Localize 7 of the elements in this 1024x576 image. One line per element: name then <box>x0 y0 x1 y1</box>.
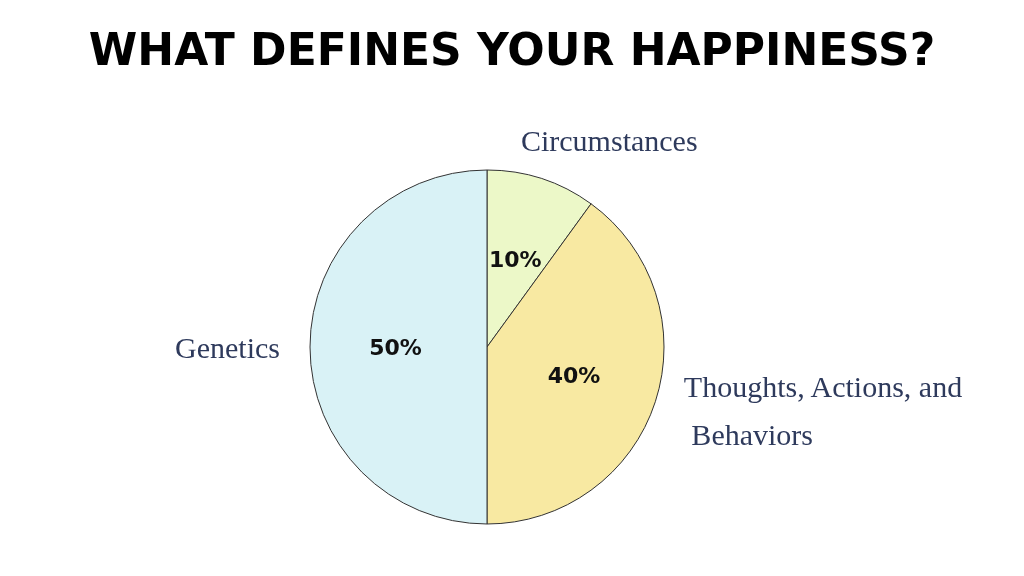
chart-title: WHAT DEFINES YOUR HAPPINESS? <box>88 23 936 75</box>
slice-label: Thoughts, Actions, and Behaviors <box>683 370 963 452</box>
slice-label: Circumstances <box>520 123 698 157</box>
slice-label: Genetics <box>175 330 280 364</box>
data-label: 50% <box>369 334 422 360</box>
data-label: 40% <box>547 362 601 388</box>
data-label: 10% <box>488 247 542 273</box>
